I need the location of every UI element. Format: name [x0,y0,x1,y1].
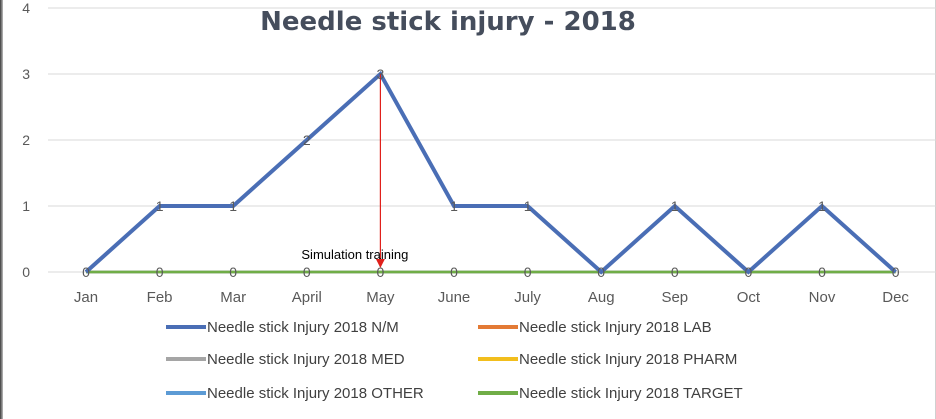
data-label: 0 [450,264,458,280]
series-line [84,70,897,275]
x-tick-label: May [366,289,395,306]
legend-label: Needle stick Injury 2018 PHARM [519,351,737,368]
data-label: 1 [524,198,532,214]
data-label: 0 [303,264,311,280]
x-tick-label: Feb [147,289,173,306]
x-tick-label: April [292,289,322,306]
data-label: 0 [671,264,679,280]
x-tick-label: Sep [661,289,688,306]
data-label: 1 [229,198,237,214]
legend-label: Needle stick Injury 2018 LAB [519,319,712,336]
data-label: 1 [818,198,826,214]
data-label: 0 [892,264,900,280]
x-tick-label: Mar [220,289,246,306]
annotation-arrowhead [375,259,385,268]
grid-layer [48,7,936,273]
legend-label: Needle stick Injury 2018 N/M [207,319,399,336]
y-tick-label: 2 [22,132,30,148]
data-label: 1 [156,198,164,214]
data-label: 2 [303,132,311,148]
x-tick-label: June [438,289,471,306]
data-label: 1 [671,198,679,214]
data-label: 1 [450,198,458,214]
legend-label: Needle stick Injury 2018 MED [207,351,405,368]
data-label: 0 [82,264,90,280]
data-label: 0 [377,264,385,280]
data-label: 3 [377,66,385,82]
y-tick-label: 4 [22,0,30,16]
x-tick-label: Nov [809,289,836,306]
data-label: 0 [156,264,164,280]
x-tick-label: July [514,289,541,306]
chart-title: Needle stick injury - 2018 [260,7,636,37]
x-tick-label: Aug [588,289,615,306]
series-layer [84,70,897,275]
legend-label: Needle stick Injury 2018 TARGET [519,385,743,402]
x-tick-label: Dec [882,289,909,306]
y-axis-ticks: 0 1 2 3 4 [22,0,30,280]
y-tick-label: 1 [22,198,30,214]
x-tick-label: Jan [74,289,98,306]
data-label-layer: 0 0 0 0 0 0 0 0 0 1 1 2 3 1 1 0 1 0 1 0 [82,66,900,280]
data-label: 0 [597,264,605,280]
data-label: 0 [818,264,826,280]
legend-label: Needle stick Injury 2018 OTHER [207,385,424,402]
left-window-edge [0,0,3,419]
data-label: 0 [229,264,237,280]
data-label: 0 [524,264,532,280]
annotation-layer: Simulation training [301,74,408,268]
x-axis-ticks: Jan Feb Mar April May June July Aug Sep Oct Nov Dec [74,289,910,306]
data-label: 0 [745,264,753,280]
y-tick-label: 3 [22,66,30,82]
x-tick-label: Oct [737,289,761,306]
y-tick-label: 0 [22,264,30,280]
annotation-label: Simulation training [301,247,408,262]
legend: Needle stick Injury 2018 N/M Needle stick… [166,319,743,402]
